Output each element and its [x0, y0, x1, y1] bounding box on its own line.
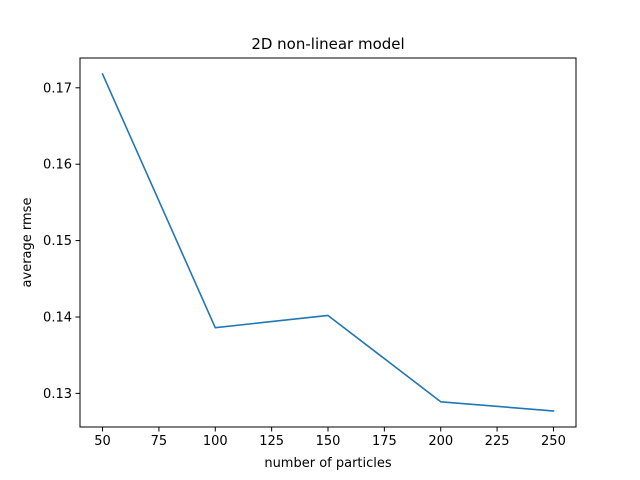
x-tick-label: 250	[541, 434, 566, 449]
y-tick-label: 0.15	[43, 234, 72, 249]
x-tick-label: 75	[151, 434, 168, 449]
y-tick-label: 0.13	[43, 387, 72, 402]
x-axis-label: number of particles	[264, 456, 392, 471]
x-tick-label: 100	[203, 434, 228, 449]
y-axis-label: average rmse	[20, 198, 35, 288]
series-line-0	[101, 72, 555, 412]
plot-area-frame	[79, 57, 577, 428]
x-tick-label: 225	[485, 434, 510, 449]
series-layer	[101, 72, 555, 412]
y-tick-label: 0.16	[43, 158, 72, 173]
y-axis: 0.13 0.14 0.15 0.16 0.17	[43, 81, 80, 402]
x-tick-label: 125	[259, 434, 284, 449]
x-tick-label: 200	[428, 434, 453, 449]
y-tick-label: 0.14	[43, 310, 72, 325]
x-tick-label: 50	[94, 434, 111, 449]
x-tick-label: 175	[372, 434, 397, 449]
x-tick-label: 150	[316, 434, 341, 449]
y-tick-label: 0.17	[43, 81, 72, 96]
chart-title: 2D non-linear model	[251, 35, 404, 53]
x-axis: 50 75 100 125 150 175 200 225 250	[94, 427, 566, 449]
